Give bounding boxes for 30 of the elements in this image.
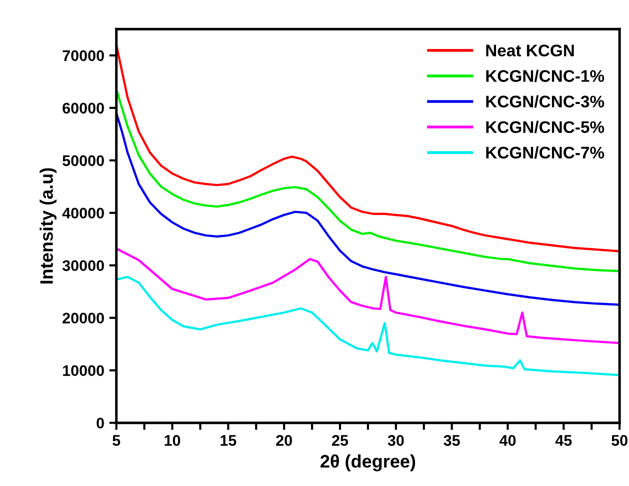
y-tick-label: 20000	[62, 312, 104, 324]
line-series	[116, 88, 620, 272]
x-tick-label: 10	[164, 435, 180, 446]
x-tick-label: 25	[332, 435, 348, 446]
y-tick-label: 50000	[62, 155, 104, 166]
x-tick-label: 20	[276, 435, 292, 446]
legend-label: Neat KCGN	[486, 44, 574, 56]
line-series	[116, 44, 620, 252]
x-tick-label: 35	[444, 435, 460, 446]
x-tick-label: 40	[499, 435, 516, 446]
x-tick-label: 45	[555, 435, 572, 446]
y-tick-label: 30000	[62, 260, 104, 272]
line-series	[116, 247, 620, 344]
legend-label: KCGN/CNC-5%	[486, 120, 604, 134]
legend-label: KCGN/CNC-3%	[486, 95, 604, 108]
legend-label: KCGN/CNC-7%	[486, 146, 604, 159]
y-tick-label: 70000	[62, 50, 104, 62]
y-tick-label: 60000	[62, 102, 104, 114]
x-tick-label: 50	[612, 435, 628, 446]
x-axis-title: 2θ (degree)	[320, 454, 416, 472]
y-tick-label: 40000	[62, 208, 104, 219]
x-tick-label: 30	[388, 435, 404, 446]
x-tick-label: 5	[112, 435, 120, 446]
y-axis-title: Intensity (a.u)	[40, 168, 57, 284]
y-tick-label: 0	[96, 418, 104, 429]
legend-label: KCGN/CNC-1%	[486, 70, 604, 82]
x-tick-label: 15	[220, 435, 236, 446]
line-series	[116, 276, 620, 376]
line-series	[116, 112, 620, 306]
y-tick-label: 10000	[63, 365, 104, 376]
